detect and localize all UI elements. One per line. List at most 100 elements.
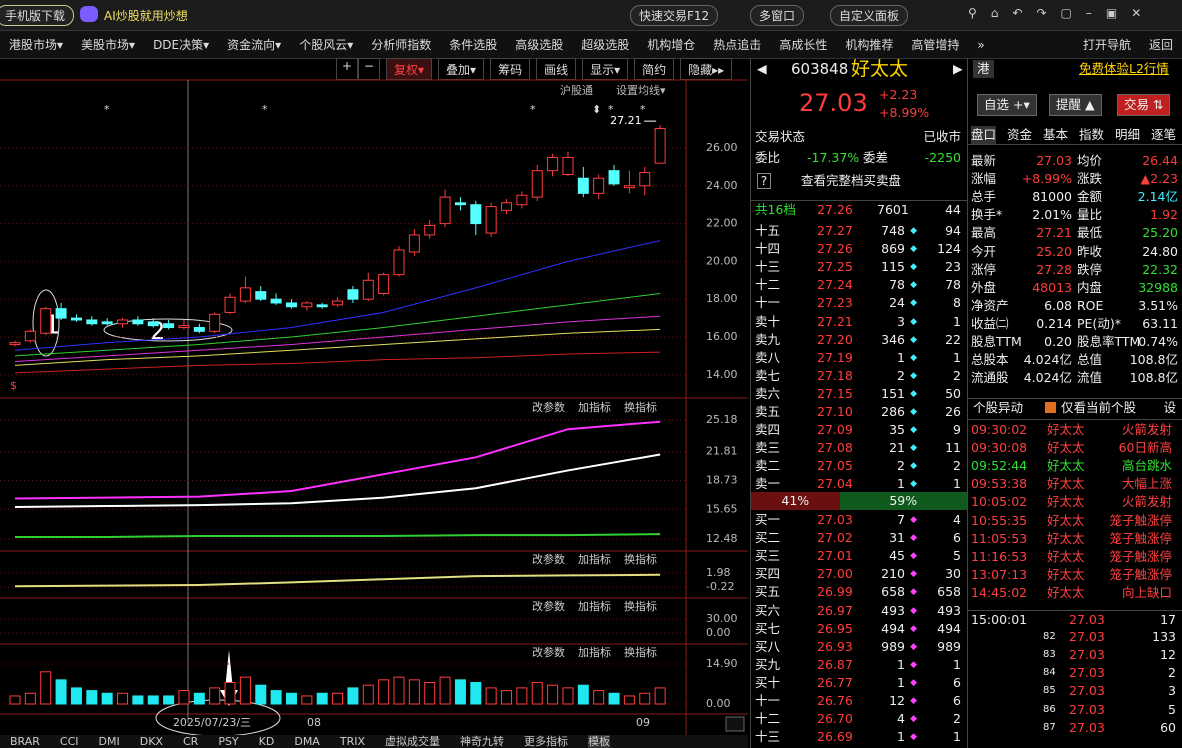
toolbar-button[interactable]: 复权▾ xyxy=(386,58,433,80)
indicator-tab[interactable]: DKX xyxy=(139,735,163,748)
level-count: 1 xyxy=(953,729,961,745)
stat-label: 涨停 xyxy=(971,261,997,277)
level-price: 27.05 xyxy=(817,458,853,474)
menu-item[interactable]: 机构增仓 xyxy=(647,38,696,52)
date-label: 2025/07/23/三 xyxy=(173,716,251,729)
event-row: 10:05:02 好太太 火箭发射 xyxy=(967,493,1182,511)
level-count: 494 xyxy=(937,620,961,636)
trade-time: 15:00:01 xyxy=(971,612,1028,627)
level-label: 十四 xyxy=(755,241,781,257)
indicator-tab[interactable]: KD xyxy=(258,735,275,748)
level-volume: 494 xyxy=(881,620,905,636)
indicator-tab[interactable]: TRIX xyxy=(339,735,365,748)
menu-item[interactable]: 超级选股 xyxy=(581,38,630,52)
trade-time: 82 xyxy=(1043,631,1056,643)
volume-bar xyxy=(393,676,405,705)
menu-item[interactable]: » xyxy=(977,37,985,52)
trade-price: 27.03 xyxy=(1069,665,1105,681)
stat-value: 0.74% xyxy=(1138,334,1178,349)
indicator-tab[interactable]: 神奇九转 xyxy=(460,735,504,748)
book-level: 十二 27.24 78 ◆ 78 xyxy=(751,276,967,294)
pane-button: 改参数 xyxy=(532,552,565,566)
diamond: ◆ xyxy=(910,280,917,291)
event-name: 好太太 xyxy=(1047,458,1085,474)
indicator-tab[interactable]: DMI xyxy=(98,735,120,748)
custom-panel[interactable]: 自定义面板 xyxy=(830,5,909,26)
stats-tab[interactable]: 明细 xyxy=(1115,127,1141,142)
checkbox[interactable] xyxy=(1045,402,1056,413)
pane-button: 换指标 xyxy=(624,400,657,414)
menu-item[interactable]: 个股风云▾ xyxy=(299,38,354,52)
candle-body xyxy=(9,342,21,346)
volume-bar xyxy=(224,682,236,705)
indicator-tab[interactable]: CCI xyxy=(59,735,79,748)
menu-item[interactable]: 热点追击 xyxy=(713,38,762,52)
scroll-button[interactable] xyxy=(725,716,745,732)
quote-tools: 港 免费体验L2行情 xyxy=(967,60,1182,84)
quote-button[interactable]: 自选 +▾ xyxy=(977,94,1037,116)
stat-value: 108.8亿 xyxy=(1129,352,1178,368)
event-event: 笼子触涨停 xyxy=(1109,566,1172,582)
menu-item[interactable]: 高成长性 xyxy=(779,38,828,52)
level-volume: 45 xyxy=(889,548,905,564)
events-set[interactable]: 设 xyxy=(1163,400,1176,415)
indicator-tab[interactable]: CR xyxy=(182,735,199,748)
volume-bar xyxy=(70,687,82,705)
indicator-tab[interactable]: DMA xyxy=(294,735,320,748)
arrow: ◀ xyxy=(757,61,767,76)
l2-link: 免费体验L2行情 xyxy=(1079,61,1169,76)
candle-body xyxy=(86,319,98,325)
indicator-tab[interactable]: BRAR xyxy=(10,735,40,748)
indicator-tab[interactable]: 更多指标 xyxy=(524,735,568,748)
marker: * xyxy=(640,103,646,116)
download-button[interactable]: 手机版下载 xyxy=(0,5,75,26)
candle-body xyxy=(239,287,251,302)
event-event: 向上缺口 xyxy=(1121,584,1172,600)
menu-item[interactable]: 分析师指数 xyxy=(371,38,432,52)
book-level: 卖五 27.10 286 ◆ 26 xyxy=(751,403,967,421)
quick-trade[interactable]: 快速交易F12 xyxy=(630,5,719,26)
chart: 1 2 * * * ⬍ * * $ 26.0024.0022.0020.0018.00… xyxy=(0,79,748,735)
menu-item[interactable]: DDE决策▾ xyxy=(153,38,210,52)
menu-item[interactable]: 美股市场▾ xyxy=(81,38,136,52)
stats-tab[interactable]: 盘口 xyxy=(971,126,997,144)
change-pct: +8.99% xyxy=(879,105,930,120)
book-level: 十五 27.27 748 ◆ 94 xyxy=(751,222,967,240)
candle-body xyxy=(562,156,574,175)
level-volume: 658 xyxy=(881,584,905,600)
trade-volume: 5 xyxy=(1168,701,1176,717)
menu-item[interactable]: 返回 xyxy=(1148,38,1173,52)
stat-label: 均价 xyxy=(1077,153,1103,168)
indicator-tab[interactable]: PSY xyxy=(218,735,239,748)
y-tick-label: 0.00 xyxy=(706,626,731,639)
stat-label: 总股本 xyxy=(971,352,1009,368)
menu-item[interactable]: 港股市场▾ xyxy=(9,38,64,52)
candle-body xyxy=(285,302,297,308)
stat-value: 4.024亿 xyxy=(1023,370,1072,386)
menu-item[interactable]: 高管增持 xyxy=(911,38,960,52)
menu-item[interactable]: 条件选股 xyxy=(449,38,498,52)
candle-body xyxy=(547,156,559,172)
ai-text[interactable]: AI炒股就用炒想 xyxy=(104,9,188,23)
menu-item[interactable]: 打开导航 xyxy=(1082,38,1131,52)
stat-value: 25.20 xyxy=(1142,225,1178,241)
window-icons[interactable]: ⚲⌂↶↷▢–▣✕ xyxy=(968,6,1156,20)
quote-buttons: 自选 +▾ 提醒 ▲ 交易 ⇅ xyxy=(967,94,1182,116)
y-tick-label: 18.00 xyxy=(706,292,738,305)
indicator-tab[interactable]: 虚拟成交量 xyxy=(385,735,440,748)
quote-button[interactable]: 提醒 ▲ xyxy=(1049,94,1102,116)
menu-item[interactable]: 资金流向▾ xyxy=(227,38,282,52)
stats-tab[interactable]: 基本 xyxy=(1043,127,1069,142)
quote-button[interactable]: 交易 ⇅ xyxy=(1117,94,1171,116)
level-label: 十二 xyxy=(755,277,781,293)
multi-window[interactable]: 多窗口 xyxy=(750,5,805,26)
menu-item[interactable]: 高级选股 xyxy=(515,38,564,52)
level-price: 26.97 xyxy=(817,602,853,618)
stats-tab[interactable]: 指数 xyxy=(1079,127,1105,142)
full-link: 查看完整档买卖盘 xyxy=(801,173,902,188)
stats-tab[interactable]: 资金 xyxy=(1007,127,1033,142)
indicator-tab[interactable]: 模板 xyxy=(588,735,610,748)
stats-tab[interactable]: 逐笔 xyxy=(1151,127,1177,142)
menu-item[interactable]: 机构推荐 xyxy=(845,38,894,52)
